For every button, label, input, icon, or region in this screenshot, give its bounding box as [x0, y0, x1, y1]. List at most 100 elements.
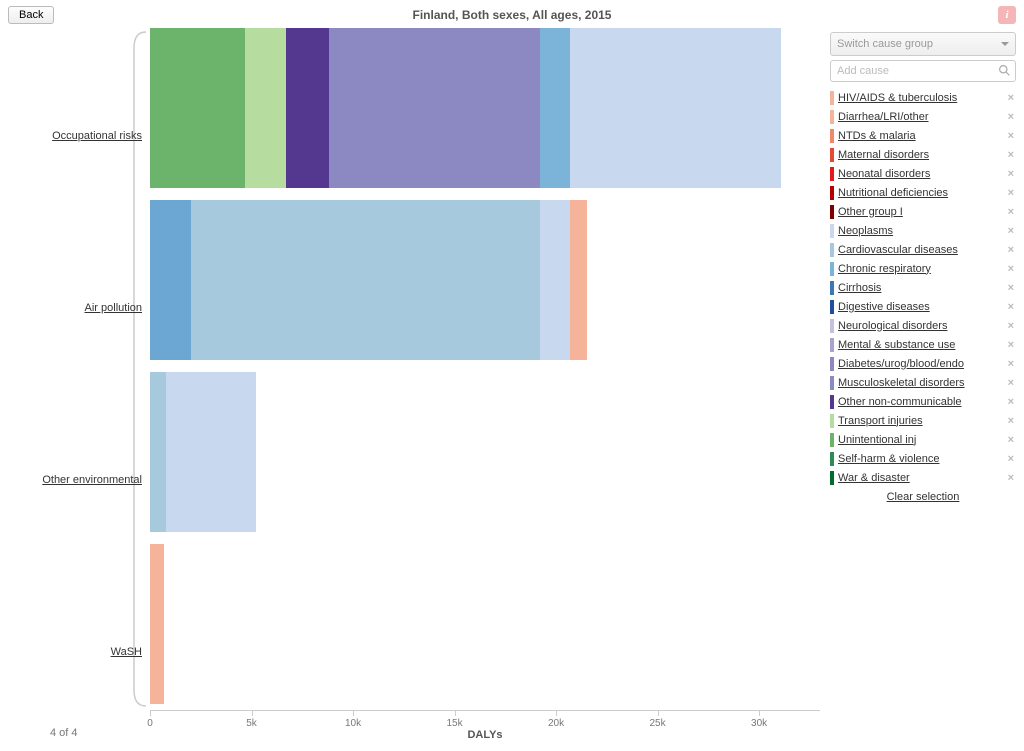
legend-item: Self-harm & violence× [830, 449, 1016, 468]
legend-swatch [830, 414, 834, 428]
add-cause-search [830, 60, 1016, 82]
legend-item: War & disaster× [830, 468, 1016, 487]
bar-segment[interactable] [150, 544, 164, 704]
legend-remove-icon[interactable]: × [1006, 282, 1016, 294]
bar-segment[interactable] [540, 28, 570, 188]
bar-env[interactable] [150, 372, 820, 532]
legend-label[interactable]: Other group I [838, 206, 1006, 218]
bar-segment[interactable] [329, 28, 540, 188]
legend-remove-icon[interactable]: × [1006, 472, 1016, 484]
bar-segment[interactable] [150, 372, 166, 532]
legend-remove-icon[interactable]: × [1006, 339, 1016, 351]
legend-remove-icon[interactable]: × [1006, 301, 1016, 313]
legend-item: Diarrhea/LRI/other× [830, 107, 1016, 126]
legend-label[interactable]: Transport injuries [838, 415, 1006, 427]
legend-label[interactable]: Diarrhea/LRI/other [838, 111, 1006, 123]
legend-label[interactable]: Mental & substance use [838, 339, 1006, 351]
legend-label[interactable]: Other non-communicable [838, 396, 1006, 408]
legend-item: Cirrhosis× [830, 278, 1016, 297]
legend-remove-icon[interactable]: × [1006, 320, 1016, 332]
x-tick-mark [658, 710, 659, 716]
x-tick-label: 30k [739, 718, 779, 729]
legend-label[interactable]: Nutritional deficiencies [838, 187, 1006, 199]
legend-remove-icon[interactable]: × [1006, 263, 1016, 275]
legend-label[interactable]: Chronic respiratory [838, 263, 1006, 275]
x-tick-mark [759, 710, 760, 716]
bar-segment[interactable] [570, 28, 781, 188]
bar-segment[interactable] [166, 372, 255, 532]
legend-remove-icon[interactable]: × [1006, 130, 1016, 142]
legend-remove-icon[interactable]: × [1006, 92, 1016, 104]
legend-label[interactable]: Neurological disorders [838, 320, 1006, 332]
legend-swatch [830, 281, 834, 295]
x-tick-label: 15k [435, 718, 475, 729]
search-input[interactable] [830, 60, 1016, 82]
legend-swatch [830, 243, 834, 257]
legend-label[interactable]: Digestive diseases [838, 301, 1006, 313]
legend-label[interactable]: NTDs & malaria [838, 130, 1006, 142]
legend-item: Musculoskeletal disorders× [830, 373, 1016, 392]
x-tick-mark [150, 710, 151, 716]
legend-swatch [830, 262, 834, 276]
legend-remove-icon[interactable]: × [1006, 149, 1016, 161]
bar-segment[interactable] [150, 28, 245, 188]
y-label-occ[interactable]: Occupational risks [52, 130, 142, 142]
legend-remove-icon[interactable]: × [1006, 453, 1016, 465]
chart-area [150, 28, 820, 710]
legend-remove-icon[interactable]: × [1006, 377, 1016, 389]
legend-swatch [830, 186, 834, 200]
y-label-env[interactable]: Other environmental [42, 474, 142, 486]
legend-label[interactable]: Neonatal disorders [838, 168, 1006, 180]
legend-swatch [830, 110, 834, 124]
x-tick-label: 20k [536, 718, 576, 729]
bar-segment[interactable] [286, 28, 329, 188]
legend-label[interactable]: Musculoskeletal disorders [838, 377, 1006, 389]
bar-wash[interactable] [150, 544, 820, 704]
legend-swatch [830, 319, 834, 333]
y-label-wash[interactable]: WaSH [111, 646, 142, 658]
legend-label[interactable]: HIV/AIDS & tuberculosis [838, 92, 1006, 104]
cause-group-dropdown[interactable]: Switch cause group [830, 32, 1016, 56]
legend-remove-icon[interactable]: × [1006, 187, 1016, 199]
bar-air[interactable] [150, 200, 820, 360]
legend-swatch [830, 395, 834, 409]
legend-item: Other group I× [830, 202, 1016, 221]
bar-segment[interactable] [150, 200, 191, 360]
bar-segment[interactable] [191, 200, 540, 360]
legend-label[interactable]: Diabetes/urog/blood/endo [838, 358, 1006, 370]
legend-item: Other non-communicable× [830, 392, 1016, 411]
count-label: 4 of 4 [50, 727, 78, 739]
bar-segment[interactable] [570, 200, 586, 360]
legend-label[interactable]: War & disaster [838, 472, 1006, 484]
legend-remove-icon[interactable]: × [1006, 396, 1016, 408]
bar-segment[interactable] [540, 200, 570, 360]
x-tick-mark [353, 710, 354, 716]
legend-remove-icon[interactable]: × [1006, 358, 1016, 370]
legend-remove-icon[interactable]: × [1006, 434, 1016, 446]
legend-swatch [830, 224, 834, 238]
legend-item: Chronic respiratory× [830, 259, 1016, 278]
legend-remove-icon[interactable]: × [1006, 244, 1016, 256]
x-axis-line [150, 710, 820, 711]
legend-swatch [830, 205, 834, 219]
bar-occ[interactable] [150, 28, 820, 188]
legend-remove-icon[interactable]: × [1006, 225, 1016, 237]
legend-item: Transport injuries× [830, 411, 1016, 430]
legend-remove-icon[interactable]: × [1006, 168, 1016, 180]
legend-remove-icon[interactable]: × [1006, 415, 1016, 427]
legend-label[interactable]: Neoplasms [838, 225, 1006, 237]
legend-label[interactable]: Maternal disorders [838, 149, 1006, 161]
legend-label[interactable]: Self-harm & violence [838, 453, 1006, 465]
legend-item: Nutritional deficiencies× [830, 183, 1016, 202]
clear-selection-link[interactable]: Clear selection [830, 491, 1016, 503]
bar-segment[interactable] [245, 28, 286, 188]
legend-label[interactable]: Cardiovascular diseases [838, 244, 1006, 256]
legend-remove-icon[interactable]: × [1006, 111, 1016, 123]
legend-remove-icon[interactable]: × [1006, 206, 1016, 218]
legend-item: Neonatal disorders× [830, 164, 1016, 183]
legend-label[interactable]: Cirrhosis [838, 282, 1006, 294]
legend-item: Cardiovascular diseases× [830, 240, 1016, 259]
y-label-air[interactable]: Air pollution [85, 302, 142, 314]
info-icon[interactable]: i [998, 6, 1016, 24]
legend-label[interactable]: Unintentional inj [838, 434, 1006, 446]
